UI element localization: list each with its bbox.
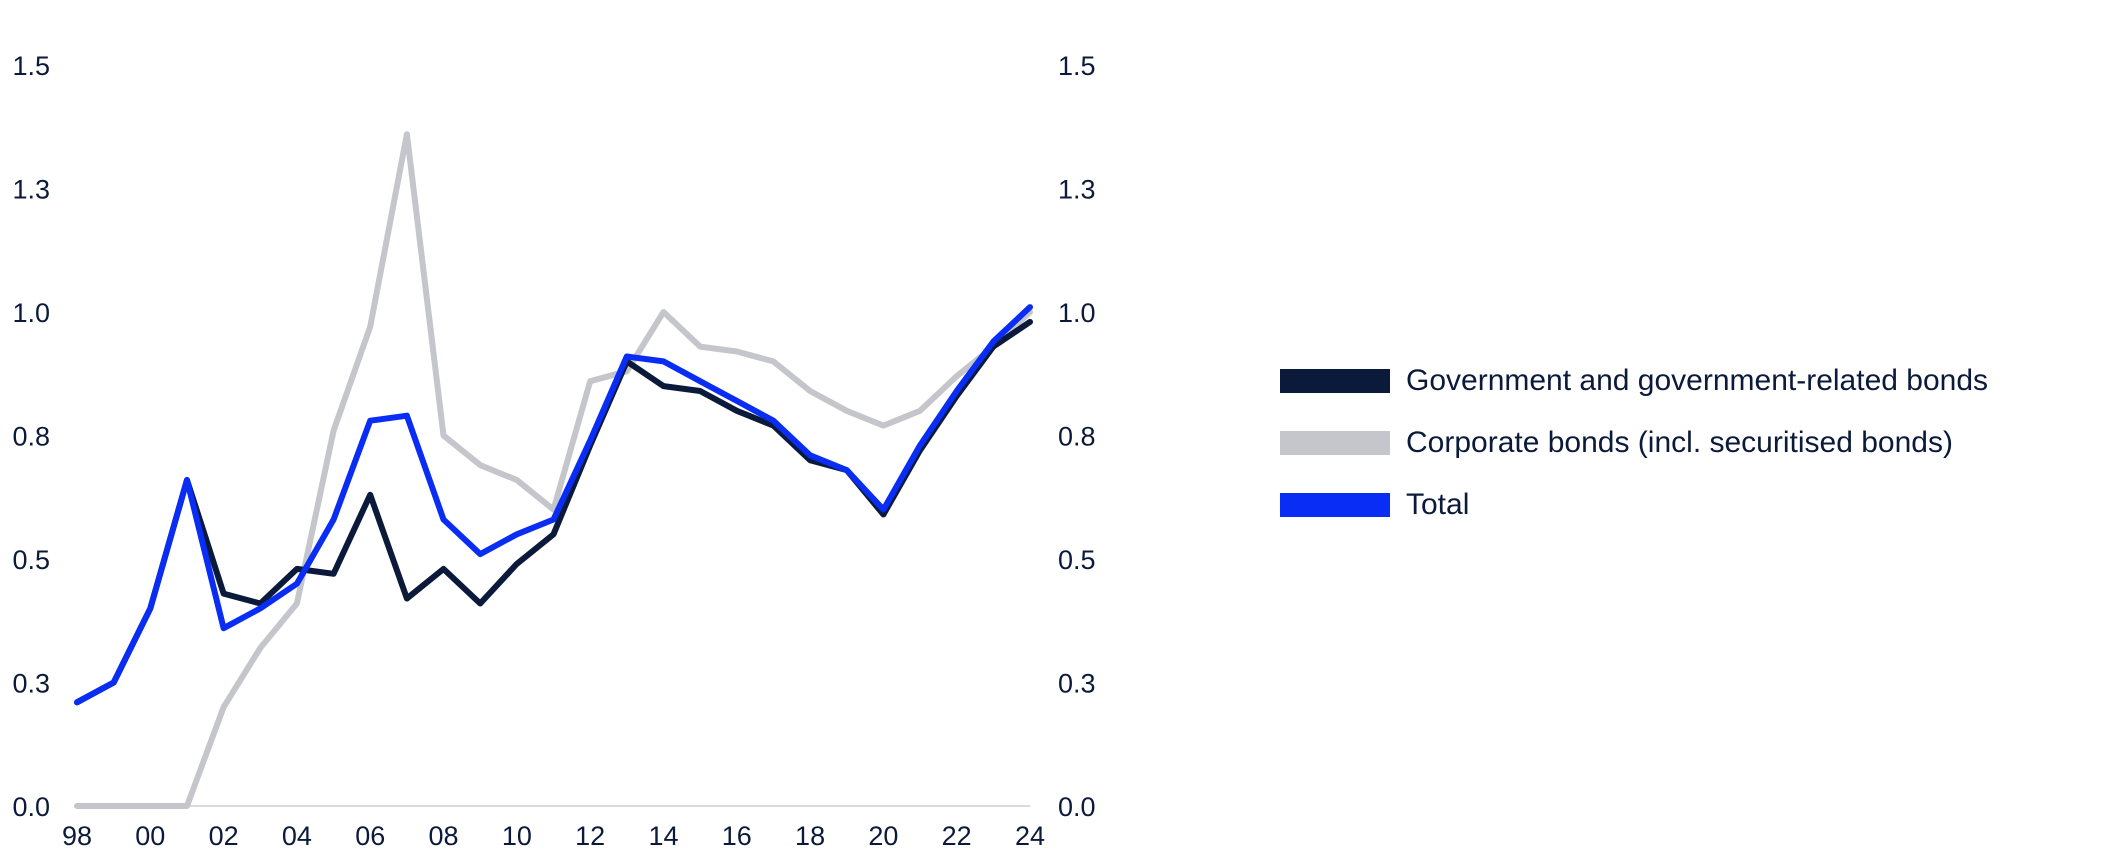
legend-item-corporate: Corporate bonds (incl. securitised bonds… — [1280, 412, 1988, 474]
x-tick-label: 22 — [942, 821, 972, 851]
x-tick-label: 00 — [135, 821, 165, 851]
y-tick-label-left: 0.3 — [12, 669, 50, 699]
y-tick-label-left: 1.0 — [12, 298, 50, 328]
series-line-corporate — [74, 131, 1033, 809]
x-tick-label: 08 — [429, 821, 459, 851]
x-tick-label: 18 — [795, 821, 825, 851]
y-tick-label-right: 1.5 — [1058, 51, 1096, 81]
legend: Government and government-related bonds … — [1280, 350, 1988, 536]
x-tick-label: 98 — [62, 821, 92, 851]
series-line-total — [74, 304, 1033, 706]
legend-item-government: Government and government-related bonds — [1280, 350, 1988, 412]
legend-label-corporate: Corporate bonds (incl. securitised bonds… — [1406, 426, 1953, 459]
legend-item-total: Total — [1280, 474, 1988, 536]
y-tick-label-right: 0.3 — [1058, 669, 1096, 699]
x-tick-label: 24 — [1015, 821, 1045, 851]
legend-label-total: Total — [1406, 488, 1470, 521]
legend-swatch-corporate — [1280, 431, 1390, 455]
legend-swatch-total — [1280, 493, 1390, 517]
y-tick-label-left: 0.0 — [12, 792, 50, 822]
x-tick-label: 04 — [282, 821, 312, 851]
x-tick-label: 02 — [209, 821, 239, 851]
y-tick-label-left: 1.3 — [12, 175, 50, 205]
x-tick-label: 14 — [648, 821, 678, 851]
y-tick-label-right: 1.0 — [1058, 298, 1096, 328]
line-chart: 0.0 0.3 0.5 0.8 1.0 1.3 1.5 0.0 0.3 0.5 0.8 1.0 1.3… — [12, 51, 1096, 851]
x-tick-label: 06 — [355, 821, 385, 851]
y-axis-right: 0.0 0.3 0.5 0.8 1.0 1.3 1.5 — [1058, 51, 1096, 822]
y-tick-label-right: 0.8 — [1058, 422, 1096, 452]
x-tick-label: 20 — [868, 821, 898, 851]
y-tick-label-left: 0.8 — [12, 422, 50, 452]
x-tick-label: 12 — [575, 821, 605, 851]
y-tick-label-left: 0.5 — [12, 545, 50, 575]
y-tick-label-right: 0.5 — [1058, 545, 1096, 575]
series-lines — [74, 131, 1033, 809]
legend-label-government: Government and government-related bonds — [1406, 364, 1989, 397]
y-axis-left: 0.0 0.3 0.5 0.8 1.0 1.3 1.5 — [12, 51, 50, 822]
x-tick-label: 16 — [722, 821, 752, 851]
x-tick-label: 10 — [502, 821, 532, 851]
x-axis: 98 00 02 04 06 08 10 12 14 16 18 20 22 24 — [62, 821, 1045, 851]
y-tick-label-left: 1.5 — [12, 51, 50, 81]
legend-swatch-government — [1280, 369, 1390, 393]
y-tick-label-right: 0.0 — [1058, 792, 1096, 822]
y-tick-label-right: 1.3 — [1058, 175, 1096, 205]
